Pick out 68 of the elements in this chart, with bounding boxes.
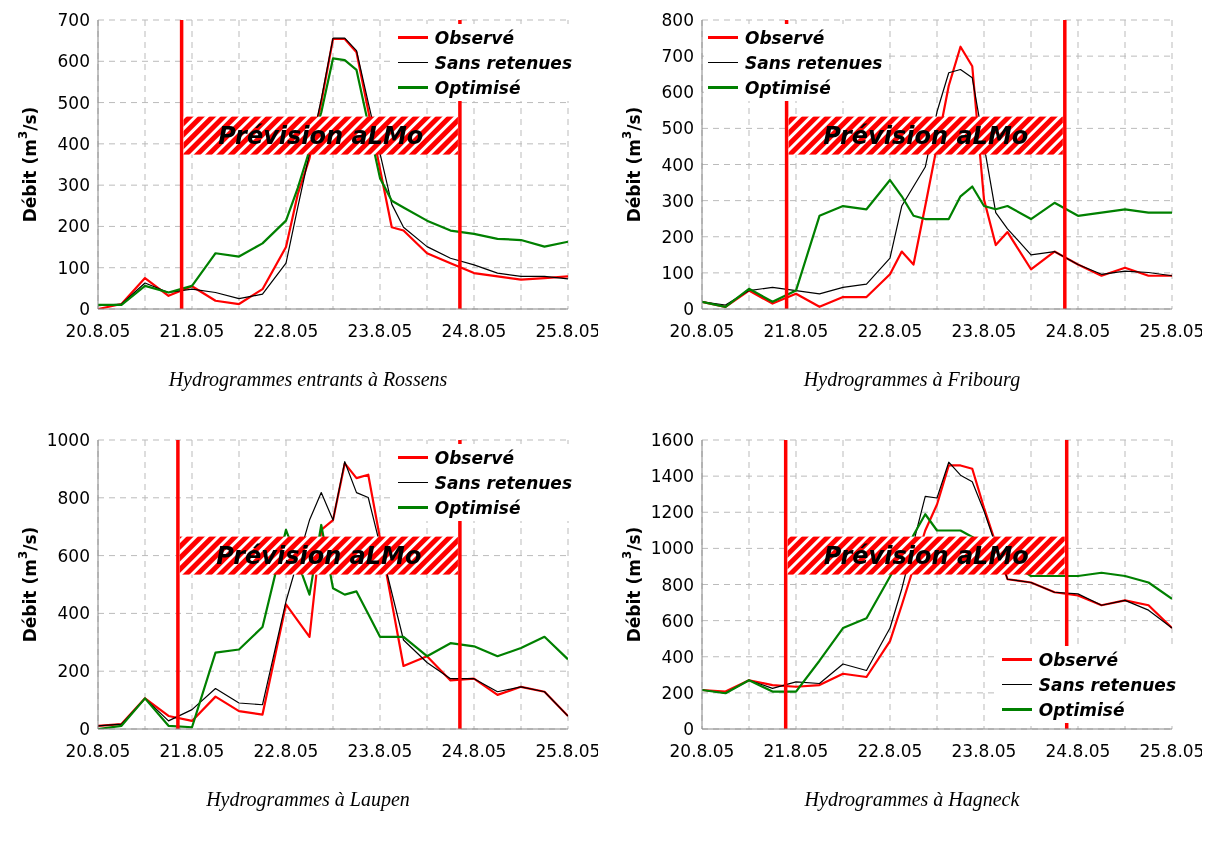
y-tick-label: 500 [57, 92, 90, 113]
y-tick-label: 0 [79, 719, 90, 740]
legend-label: Observé [745, 27, 825, 48]
legend-label: Sans retenues [1038, 674, 1176, 695]
legend-label: Optimisé [745, 77, 831, 98]
y-tick-label: 300 [57, 175, 90, 196]
y-tick-label: 1400 [650, 466, 694, 487]
y-tick-label: 0 [683, 299, 694, 320]
text: Hydrogrammes à Hagneck [803, 788, 1021, 811]
x-tick-label: 24.8.05 [441, 321, 507, 342]
legend-label: Sans retenues [745, 52, 883, 73]
y-tick-label: 200 [661, 682, 694, 703]
y-tick-label: 1200 [650, 502, 694, 523]
x-tick-label: 22.8.05 [857, 741, 923, 762]
x-tick-label: 23.8.05 [347, 321, 413, 342]
legend-label: Optimisé [1038, 699, 1125, 720]
y-tick-label: 400 [57, 603, 90, 624]
y-tick-label: 100 [57, 257, 90, 278]
x-tick-label: 21.8.05 [159, 321, 225, 342]
legend-label: Observé [434, 27, 514, 48]
x-tick-label: 24.8.05 [1045, 321, 1111, 342]
y-tick-label: 800 [661, 10, 694, 31]
x-tick-label: 21.8.05 [763, 741, 829, 762]
y-tick-label: 1000 [650, 538, 694, 559]
y-tick-label: 200 [57, 216, 90, 237]
x-tick-label: 22.8.05 [857, 321, 923, 342]
text: Hydrogrammes à Fribourg [802, 368, 1022, 391]
x-tick-label: 24.8.05 [1045, 741, 1111, 762]
x-tick-label: 21.8.05 [159, 741, 225, 762]
y-tick-label: 400 [661, 154, 694, 175]
x-tick-label: 20.8.05 [669, 321, 735, 342]
x-tick-label: 23.8.05 [951, 321, 1017, 342]
legend-label: Observé [1038, 649, 1118, 670]
y-tick-label: 800 [57, 487, 90, 508]
y-tick-label: 500 [661, 118, 694, 139]
y-tick-label: 200 [57, 661, 90, 682]
x-tick-label: 22.8.05 [253, 741, 319, 762]
x-tick-label: 24.8.05 [441, 741, 507, 762]
x-tick-label: 20.8.05 [669, 741, 735, 762]
y-tick-label: 700 [57, 10, 90, 31]
legend-label: Sans retenues [434, 472, 572, 493]
y-tick-label: 600 [57, 51, 90, 72]
y-tick-label: 700 [661, 46, 694, 67]
x-tick-label: 23.8.05 [951, 741, 1017, 762]
x-tick-label: 23.8.05 [347, 741, 413, 762]
y-tick-label: 600 [661, 82, 694, 103]
legend-label: Sans retenues [434, 52, 572, 73]
x-tick-label: 20.8.05 [65, 741, 131, 762]
y-tick-label: 400 [661, 646, 694, 667]
y-tick-label: 0 [683, 719, 694, 740]
y-tick-label: 1600 [650, 430, 694, 451]
x-tick-label: 22.8.05 [253, 321, 319, 342]
y-tick-label: 800 [661, 574, 694, 595]
legend-label: Optimisé [434, 497, 521, 518]
y-tick-label: 600 [57, 545, 90, 566]
text: Hydrogrammes à Laupen [205, 788, 411, 811]
y-tick-label: 300 [661, 190, 694, 211]
y-tick-label: 0 [79, 299, 90, 320]
y-tick-label: 200 [661, 226, 694, 247]
x-tick-label: 21.8.05 [763, 321, 829, 342]
legend-label: Optimisé [434, 77, 521, 98]
y-tick-label: 600 [661, 610, 694, 631]
legend-label: Observé [434, 447, 514, 468]
y-tick-label: 400 [57, 133, 90, 154]
y-tick-label: 100 [661, 262, 694, 283]
x-tick-label: 20.8.05 [65, 321, 131, 342]
text: Hydrogrammes entrants à Rossens [167, 368, 449, 391]
y-tick-label: 1000 [46, 430, 90, 451]
